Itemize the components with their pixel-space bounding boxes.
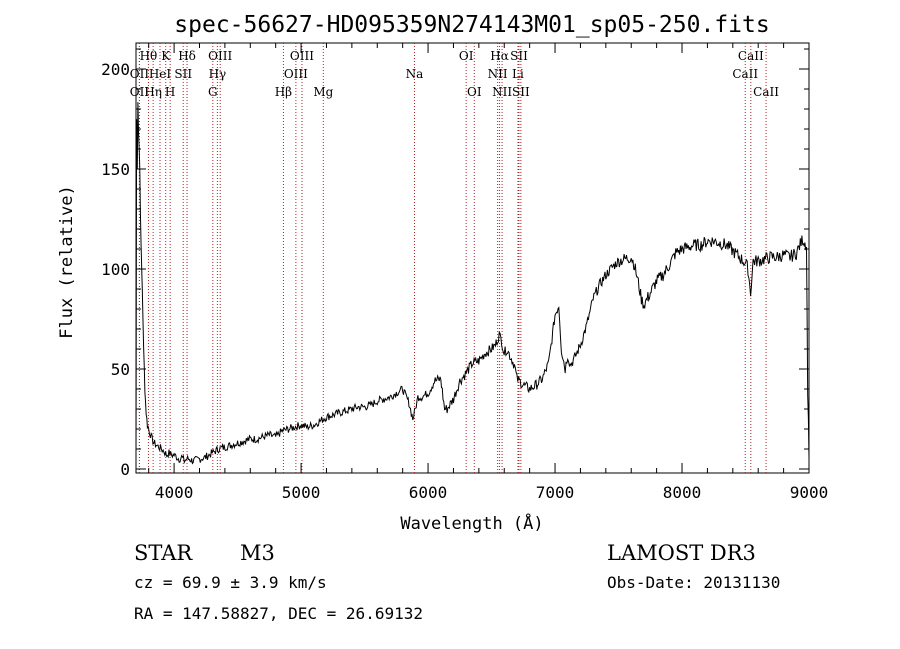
x-tick-label: 6000 <box>409 483 448 502</box>
y-tick-label: 200 <box>101 60 130 79</box>
line-label-h: H <box>165 85 175 99</box>
line-label-g: G <box>208 85 218 99</box>
x-tick-label: 4000 <box>155 483 194 502</box>
obs-date-text: Obs-Date: 20131130 <box>607 573 780 592</box>
line-label-nii: NII <box>492 85 512 99</box>
line-label-oii: OII <box>130 67 150 81</box>
line-label-oiii: OIII <box>208 49 232 63</box>
line-label-oiii: OIII <box>284 67 308 81</box>
x-axis-label: Wavelength (Å) <box>400 512 543 534</box>
line-label-sii: SII <box>174 67 192 81</box>
y-tick-label: 0 <box>120 460 130 479</box>
x-tick-label: 8000 <box>663 483 702 502</box>
coordinates-text: RA = 147.58827, DEC = 26.69132 <box>134 604 423 623</box>
line-label-hη: Hη <box>144 85 162 99</box>
line-label-sii: SII <box>510 49 528 63</box>
y-tick-label: 50 <box>111 360 130 379</box>
chart-title: spec-56627-HD095359N274143M01_sp05-250.f… <box>174 12 769 38</box>
line-label-oii: OII <box>130 85 150 99</box>
line-label-na: Na <box>406 67 424 81</box>
line-label-caii: CaII <box>738 49 764 63</box>
line-label-hα: Hα <box>490 49 509 63</box>
line-label-oiii: OIII <box>290 49 314 63</box>
line-label-hγ: Hγ <box>209 67 227 81</box>
x-axis-ticks: 4000 5000 6000 7000 8000 9000 <box>148 43 829 502</box>
line-label-oi: OI <box>459 49 474 63</box>
line-label-li: Li <box>512 67 524 81</box>
object-class: STAR <box>134 541 193 565</box>
line-label-mg: Mg <box>313 85 333 99</box>
x-tick-label: 9000 <box>790 483 829 502</box>
spectral-line-labels: OIIHθOIIHηHeIKHSIIHδGHγOIIIHβOIIIOIIIMgN… <box>130 49 779 99</box>
line-label-hδ: Hδ <box>178 49 196 63</box>
y-tick-label: 100 <box>101 260 130 279</box>
line-label-caii: CaII <box>753 85 779 99</box>
line-label-oi: OI <box>467 85 482 99</box>
redshift-text: cz = 69.9 ± 3.9 km/s <box>134 573 327 592</box>
line-label-caii: CaII <box>732 67 758 81</box>
line-label-sii: SII <box>512 85 530 99</box>
survey-name: LAMOST DR3 <box>607 541 756 565</box>
y-tick-label: 150 <box>101 160 130 179</box>
y-axis-ticks: 0 50 100 150 200 <box>101 48 809 479</box>
y-axis-label: Flux (relative) <box>57 185 77 339</box>
spectrum-line <box>135 102 810 465</box>
line-label-hβ: Hβ <box>275 85 292 99</box>
line-label-k: K <box>161 49 171 63</box>
line-label-nii: NII <box>488 67 508 81</box>
x-tick-label: 5000 <box>282 483 321 502</box>
line-label-hθ: Hθ <box>140 49 158 63</box>
x-tick-label: 7000 <box>536 483 575 502</box>
line-label-hei: HeI <box>149 67 172 81</box>
subclass: M3 <box>240 541 275 565</box>
plot-frame <box>135 42 810 474</box>
